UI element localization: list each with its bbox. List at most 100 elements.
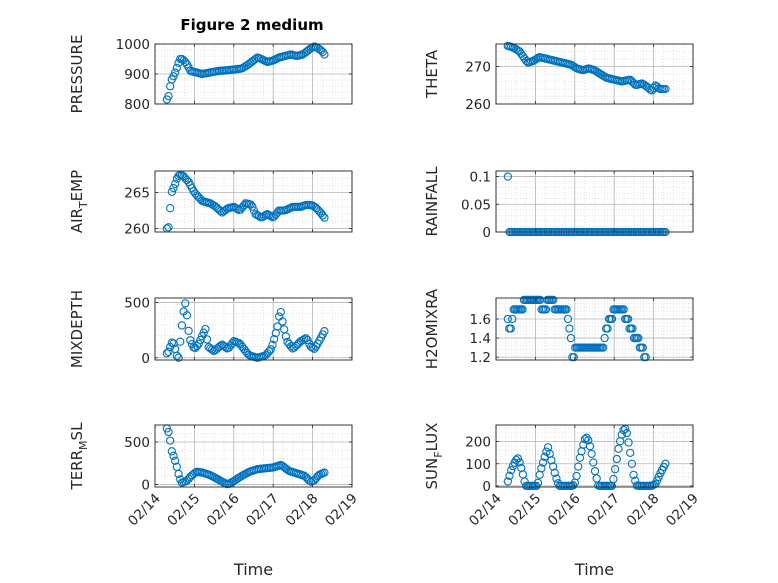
data-point (503, 172, 512, 181)
data-point (626, 448, 635, 457)
y-axis-label: MIXDEPTH (68, 290, 86, 368)
data-point (318, 211, 327, 220)
data-point (506, 324, 515, 333)
data-point (541, 305, 551, 314)
data-point (503, 477, 512, 486)
y-axis-label-main: SUN (423, 458, 441, 490)
data-point (273, 322, 282, 331)
x-tick-label: 02/16 (204, 491, 243, 530)
data-point (548, 462, 558, 471)
data-point (174, 469, 183, 479)
data-point (547, 456, 556, 465)
y-axis-label: H2OMIXRA (423, 288, 441, 369)
data-point (172, 351, 182, 360)
data-point (166, 436, 175, 445)
data-point (162, 349, 171, 358)
data-point (276, 307, 285, 317)
data-point (603, 324, 612, 333)
y-tick-label: 1.4 (470, 331, 491, 347)
data-point (202, 335, 212, 344)
data-point (624, 438, 633, 447)
y-axis-label-main: MIXDEPTH (68, 290, 86, 368)
data-point (562, 305, 571, 314)
data-point (201, 324, 210, 334)
data-point (320, 468, 329, 477)
y-tick-label: 1000 (116, 37, 150, 53)
subplot-air_temp: 260 265 AIRTEMP (68, 170, 353, 237)
data-point (303, 335, 312, 345)
axes-box (154, 297, 353, 361)
data-point (167, 187, 176, 196)
data-point (580, 435, 590, 444)
data-point (627, 459, 637, 468)
y-axis-label-subscript: T (77, 201, 90, 209)
data-point (563, 314, 573, 324)
data-point (634, 333, 643, 343)
data-point (169, 451, 178, 460)
data-point (171, 179, 180, 188)
x-tick-label: 02/15 (164, 491, 203, 530)
y-axis-label-main: PRESSURE (68, 35, 86, 114)
data-point (164, 223, 173, 232)
data-point (609, 474, 618, 484)
data-point (549, 295, 558, 305)
data-point (269, 335, 279, 344)
y-axis-label: RAINFALL (423, 166, 441, 237)
y-tick-label: 0 (482, 479, 491, 495)
data-point (661, 84, 670, 94)
y-tick-label: 0 (141, 477, 150, 493)
x-tick-label: 02/14 (466, 491, 505, 530)
data-point (599, 343, 608, 352)
data-point (612, 454, 621, 464)
data-point (503, 314, 512, 324)
data-point (171, 456, 180, 465)
data-point (569, 352, 578, 362)
y-tick-label: 1.6 (470, 312, 491, 328)
data-point (584, 436, 593, 445)
y-axis-label: AIRTEMP (68, 170, 90, 233)
data-point (537, 464, 546, 473)
data-point (264, 347, 274, 356)
data-point (518, 305, 527, 314)
data-point (587, 449, 596, 459)
data-point (550, 468, 559, 477)
data-point (619, 305, 628, 314)
y-tick-label: 800 (124, 97, 150, 113)
data-point (164, 92, 173, 101)
y-tick-label: 1.2 (470, 350, 491, 366)
axes-box (154, 424, 353, 488)
data-point (248, 202, 257, 211)
y-tick-label: 100 (465, 457, 491, 473)
x-axis-label: Time (233, 560, 273, 579)
y-tick-label: 500 (124, 435, 150, 451)
y-tick-label: 0.05 (461, 197, 491, 213)
y-axis-label-subscript: M (77, 440, 90, 450)
data-point (574, 462, 583, 471)
y-axis-label: THETA (423, 49, 441, 99)
data-point (585, 442, 595, 451)
data-point (169, 183, 178, 193)
subplot-rainfall: 0 0.05 0.1 RAINFALL (423, 166, 694, 241)
data-point (246, 200, 255, 209)
data-point (638, 343, 647, 352)
data-point (174, 353, 183, 362)
y-axis-label-main: AIR (68, 208, 86, 233)
data-point (221, 342, 230, 352)
data-point (171, 68, 180, 77)
data-point (320, 50, 329, 59)
y-tick-label: 265 (124, 186, 150, 202)
data-point (281, 332, 291, 341)
data-point (266, 212, 275, 221)
data-point (320, 213, 329, 222)
data-point (533, 478, 543, 488)
x-tick-label: 02/18 (624, 491, 663, 530)
data-point (172, 63, 182, 72)
data-point (614, 444, 623, 453)
data-point (278, 317, 287, 326)
data-point (552, 474, 561, 483)
y-axis-label-main: TERR (68, 450, 86, 491)
y-tick-label: 0 (482, 225, 491, 241)
data-point (318, 47, 327, 57)
data-point (266, 345, 275, 354)
data-point (538, 458, 548, 467)
